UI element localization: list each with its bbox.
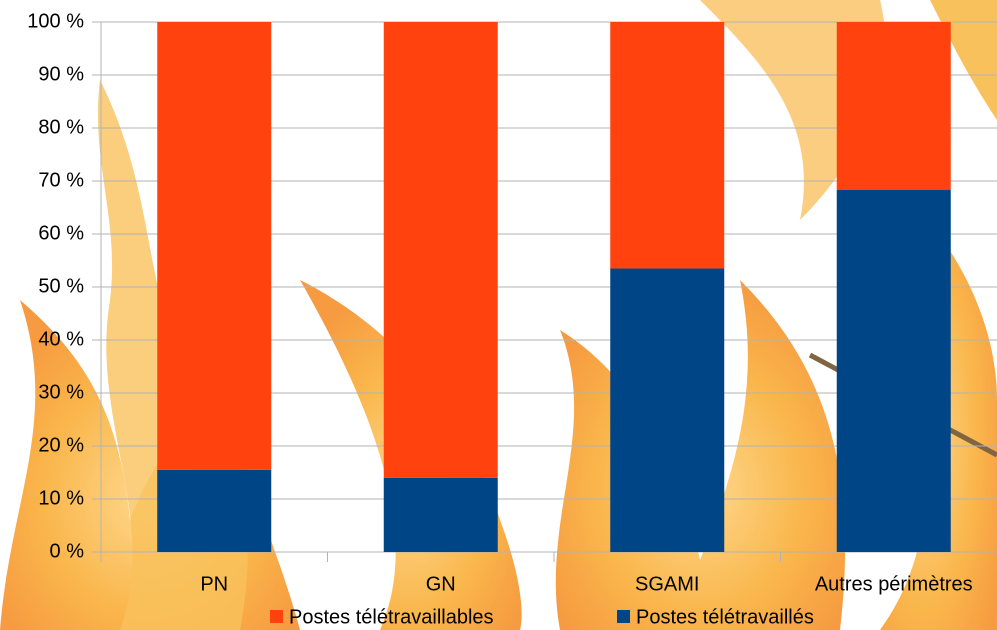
x-tick-label: SGAMI — [635, 573, 699, 595]
y-tick-label: 0 % — [50, 540, 85, 562]
y-tick-label: 100 % — [27, 10, 84, 32]
x-tick-label: Autres périmètres — [815, 573, 973, 595]
legend-swatch — [270, 610, 283, 623]
y-tick-label: 50 % — [38, 275, 84, 297]
bar-segment — [157, 22, 272, 470]
legend-label: Postes télétravaillés — [636, 606, 814, 628]
y-tick-label: 70 % — [38, 169, 84, 191]
y-tick-label: 10 % — [38, 487, 84, 509]
x-tick-label: GN — [426, 573, 456, 595]
y-tick-label: 30 % — [38, 381, 84, 403]
legend-swatch — [617, 610, 630, 623]
bar-segment — [836, 22, 951, 191]
bar-segment — [383, 22, 498, 478]
bar-segment — [383, 477, 498, 552]
bar-segment — [610, 22, 725, 269]
y-tick-label: 60 % — [38, 222, 84, 244]
y-tick-label: 20 % — [38, 434, 84, 456]
y-tick-label: 80 % — [38, 116, 84, 138]
y-tick-label: 40 % — [38, 328, 84, 350]
y-tick-label: 90 % — [38, 63, 84, 85]
bar-segment — [157, 469, 272, 552]
x-tick-label: PN — [200, 573, 228, 595]
bar-segment — [836, 190, 951, 552]
bar-segment — [610, 268, 725, 552]
legend-label: Postes télétravaillables — [289, 606, 494, 628]
